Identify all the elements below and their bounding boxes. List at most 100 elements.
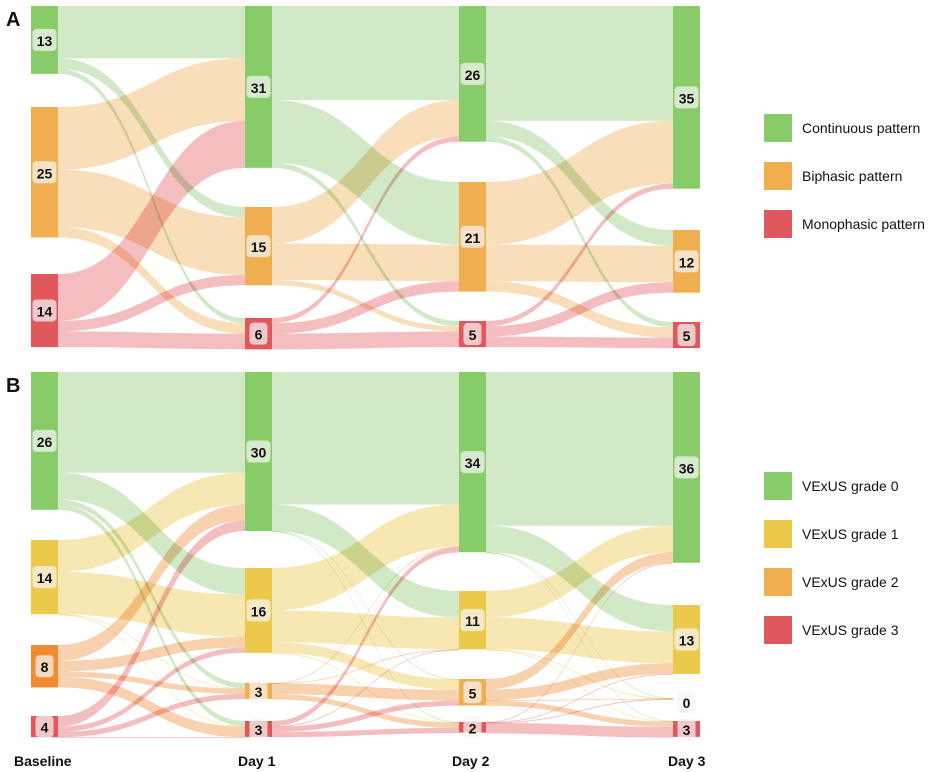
node-label-box-b-2-0: [460, 451, 485, 474]
flow-b-s1-c3-to-c1: [272, 649, 459, 728]
node-value-b-2-0: 34: [465, 455, 481, 471]
legend-swatch-b-2: [764, 568, 792, 596]
flow-b-s0-c3-to-c0: [58, 520, 245, 727]
node-value-a-1-2: 6: [255, 327, 263, 343]
flow-a-s1-c1-to-c0: [272, 99, 459, 244]
node-value-b-3-3: 3: [683, 722, 691, 738]
flow-b-s0-c2-to-c0: [58, 504, 245, 661]
node-label-box-b-1-3: [249, 717, 268, 740]
node-value-b-0-3: 4: [41, 720, 49, 736]
legend-label-b-3: VExUS grade 3: [802, 622, 899, 638]
flow-b-s1-c3-to-c0: [272, 547, 459, 727]
node-label-box-b-0-0: [32, 429, 57, 452]
flow-a-s2-c0-to-c0: [486, 6, 673, 121]
node-label-box-a-1-1: [246, 235, 271, 258]
node-label-box-b-0-3: [35, 715, 54, 738]
flow-b-s2-c3-to-c1: [486, 673, 673, 724]
flow-b-s1-c1-to-c1: [272, 610, 459, 650]
flow-b-s0-c1-to-c0: [58, 472, 245, 572]
flow-b-s1-c0-to-c2: [272, 531, 459, 680]
legend-label-a-0: Continuous pattern: [802, 120, 920, 136]
flow-b-s0-c1-to-c3: [58, 614, 245, 728]
node-label-box-b-2-3: [463, 716, 482, 739]
flow-b-s2-c2-to-c2: [486, 698, 673, 701]
flow-b-s1-c1-to-c0: [272, 504, 459, 611]
node-value-b-3-2: 0: [683, 695, 691, 711]
node-label-box-a-3-2: [677, 324, 696, 347]
legend-swatch-b-1: [764, 520, 792, 548]
flow-b-s1-c3-to-c2: [272, 700, 459, 732]
node-label-box-a-0-2: [32, 299, 57, 322]
node-value-b-2-1: 11: [465, 613, 480, 629]
flow-b-s0-c0-to-c0: [58, 372, 245, 473]
node-label-box-a-3-0: [674, 86, 699, 109]
x-axis-label-day1: Day 1: [238, 753, 276, 769]
x-axis-label-baseline: Baseline: [14, 753, 72, 769]
node-value-b-0-0: 26: [37, 434, 53, 450]
node-label-box-b-1-2: [249, 679, 268, 702]
node-label-box-a-0-1: [32, 161, 57, 184]
node-label-box-a-0-0: [32, 28, 57, 51]
flow-b-s0-c1-to-c1: [58, 571, 245, 637]
legend-swatch-a-1: [764, 162, 792, 190]
node-value-b-3-0: 36: [679, 460, 695, 476]
flow-a-s2-c2-to-c0: [486, 183, 673, 327]
flow-a-s1-c1-to-c1: [272, 243, 459, 282]
node-label-box-b-2-2: [463, 681, 482, 704]
flow-b-s0-c3-to-c1: [58, 647, 245, 732]
node-value-b-2-3: 2: [469, 720, 477, 736]
flow-b-s0-c2-to-c2: [58, 671, 245, 694]
flow-a-s1-c2-to-c1: [272, 281, 459, 334]
flow-b-s2-c2-to-c0: [486, 552, 673, 690]
flow-b-s1-c3-to-c3: [272, 727, 459, 738]
node-value-b-0-2: 8: [41, 659, 49, 675]
flow-a-s2-c0-to-c2: [486, 136, 673, 328]
flow-b-s0-c2-to-c3: [58, 676, 245, 738]
node-value-a-2-2: 5: [469, 327, 477, 343]
flow-b-s1-c2-to-c1: [272, 649, 459, 685]
legend-label-b-1: VExUS grade 1: [802, 526, 899, 542]
flow-b-s2-c1-to-c1: [486, 617, 673, 664]
flow-a-s0-c2-to-c2: [58, 331, 245, 350]
flow-b-s2-c3-to-c3: [486, 722, 673, 738]
legend-swatch-a-0: [764, 114, 792, 142]
node-label-box-b-3-2: [677, 691, 696, 713]
legend-swatch-b-3: [764, 616, 792, 644]
node-label-box-a-1-2: [249, 322, 268, 345]
node-value-b-2-2: 5: [469, 685, 477, 701]
flow-b-s1-c1-to-c2: [272, 642, 459, 690]
node-label-box-b-2-1: [460, 609, 485, 632]
node-value-b-3-1: 13: [679, 632, 695, 648]
flow-b-s2-c2-to-c1: [486, 663, 673, 701]
flow-b-s1-c2-to-c2: [272, 683, 459, 701]
flow-b-s2-c3-to-c2: [486, 698, 673, 724]
node-label-box-b-1-1: [246, 599, 271, 622]
x-axis-label-day2: Day 2: [452, 753, 490, 769]
panel-letter-a: A: [6, 9, 20, 31]
panel-letter-b: B: [6, 375, 20, 397]
x-axis-label-day3: Day 3: [668, 753, 706, 769]
node-label-box-b-3-1: [674, 628, 699, 651]
flow-a-s1-c0-to-c0: [272, 6, 459, 100]
flow-a-s2-c2-to-c2: [486, 336, 673, 349]
flow-a-s0-c1-to-c0: [58, 58, 245, 170]
node-value-a-2-0: 26: [465, 67, 481, 83]
flow-b-s2-c2-to-c3: [486, 700, 673, 727]
node-label-box-b-0-1: [32, 566, 57, 589]
flow-b-s2-c1-to-c0: [486, 525, 673, 618]
flow-b-s1-c2-to-c3: [272, 694, 459, 728]
node-label-box-a-1-0: [246, 75, 271, 98]
flow-b-s0-c3-to-c3: [58, 737, 245, 738]
node-value-a-0-1: 25: [37, 165, 53, 181]
node-value-b-1-2: 3: [255, 684, 263, 700]
legend-label-a-2: Monophasic pattern: [802, 216, 925, 232]
flow-b-s2-c3-to-c0: [486, 562, 673, 723]
node-label-box-a-3-1: [674, 250, 699, 273]
flow-b-s2-c1-to-c2: [486, 649, 673, 700]
node-label-box-b-1-0: [246, 440, 271, 463]
node-value-a-0-0: 13: [37, 33, 53, 49]
legend-label-a-1: Biphasic pattern: [802, 168, 902, 184]
flow-a-s1-c2-to-c2: [272, 331, 459, 350]
flow-b-s2-c0-to-c0: [486, 372, 673, 526]
node-label-box-b-3-0: [674, 456, 699, 479]
